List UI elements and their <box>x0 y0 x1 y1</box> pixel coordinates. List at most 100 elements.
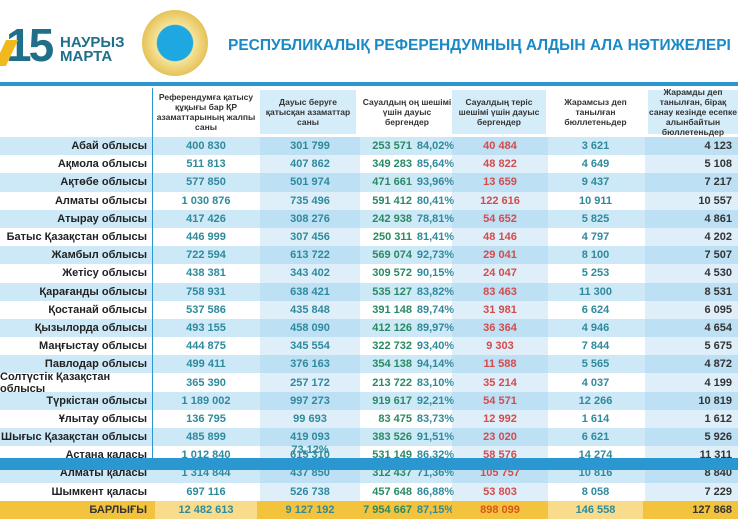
yes-count: 349 283 <box>372 158 412 171</box>
table-row: Түркістан облысы 1 189 002 997 273 919 617 9… <box>0 391 738 410</box>
voted-count: 301 799 <box>260 137 360 156</box>
voted-count: 526 738 <box>260 482 360 501</box>
invalid-count: 1 614 <box>581 412 610 425</box>
table-row: Шығыс Қазақстан облысы 485 899 419 093 383 … <box>0 428 738 447</box>
uncounted-count: 8 531 <box>645 282 738 301</box>
region-name: Абай облысы <box>71 140 147 153</box>
region-name: Маңғыстау облысы <box>39 340 147 353</box>
region-name: Ұлытау облысы <box>58 412 147 425</box>
no-count: 31 981 <box>452 300 548 319</box>
eligible-count: 485 899 <box>186 431 226 444</box>
no-count: 53 803 <box>452 482 548 501</box>
yes-count: 253 571 <box>372 140 412 153</box>
yes-count: 83 475 <box>378 412 412 425</box>
eligible-count: 438 381 <box>186 267 226 280</box>
yes-count: 7 954 667 <box>363 503 412 516</box>
eligible-count: 511 813 <box>186 158 226 171</box>
table-row: Қостанай облысы 537 586 435 848 391 148 89,7… <box>0 300 738 319</box>
page-title: РЕСПУБЛИКАЛЫҚ РЕФЕРЕНДУМНЫҢ АЛДЫН АЛА НӘ… <box>228 37 731 54</box>
table-row: Солтүстік Қазақстан облысы 365 390 257 172… <box>0 370 738 395</box>
yes-count: 309 572 <box>372 267 412 280</box>
page-header: 15 НАУРЫЗ МАРТА РЕСПУБЛИКАЛЫҚ РЕФЕРЕНДУМН… <box>0 0 738 82</box>
region-name: Ақтөбе облысы <box>60 176 147 189</box>
table-row: Маңғыстау облысы 444 875 345 554 322 732 93,… <box>0 337 738 356</box>
uncounted-count: 4 199 <box>645 373 738 392</box>
voted-count: 997 273 <box>260 391 360 410</box>
table-row: Жамбыл облысы 722 594 613 722 569 074 92,73%… <box>0 246 738 265</box>
region-name: Жетісу облысы <box>62 267 147 280</box>
yes-count: 250 311 <box>372 231 412 244</box>
voted-count: 501 974 <box>260 173 360 192</box>
voted-count: 343 402 <box>260 264 360 283</box>
region-name: Атырау облысы <box>57 212 147 225</box>
no-count: 122 616 <box>452 191 548 210</box>
invalid-count: 4 946 <box>581 321 610 334</box>
invalid-count: 4 037 <box>581 376 610 389</box>
no-count: 13 659 <box>452 173 548 192</box>
uncounted-count: 4 202 <box>645 227 738 247</box>
eligible-count: 136 795 <box>186 412 226 425</box>
eligible-count: 493 155 <box>186 321 226 334</box>
results-table: Абай облысы 400 830 301 799 253 571 84,02% 40… <box>0 137 738 519</box>
uncounted-count: 4 123 <box>645 137 738 156</box>
voted-count: 257 172 <box>260 373 360 392</box>
region-name: Қостанай облысы <box>48 303 147 316</box>
voted-count: 99 693 <box>260 409 360 428</box>
eligible-count: 537 586 <box>186 303 226 316</box>
invalid-count: 11 300 <box>578 285 613 298</box>
yes-percent: 85,64% <box>416 158 455 171</box>
eligible-count: 400 830 <box>186 140 226 153</box>
yes-count: 412 126 <box>372 321 412 334</box>
yes-count: 569 074 <box>372 249 412 262</box>
logo-date: НАУРЫЗ МАРТА <box>60 34 125 65</box>
table-row: Шымкент қаласы 697 116 526 738 457 648 86,88… <box>0 482 738 501</box>
table-row: Қарағанды облысы 758 931 638 421 535 127 83,… <box>0 282 738 301</box>
voted-count: 435 848 <box>260 300 360 319</box>
uncounted-count: 4 872 <box>645 355 738 374</box>
uncounted-count: 7 507 <box>645 246 738 265</box>
uncounted-count: 6 095 <box>645 300 738 319</box>
no-count: 9 303 <box>452 337 548 356</box>
eligible-count: 697 116 <box>186 485 226 498</box>
no-count: 40 484 <box>452 137 548 156</box>
total-row: БАРЛЫҒЫ 12 482 613 9 127 192 7 954 667 87,15… <box>0 500 738 519</box>
eligible-count: 444 875 <box>186 340 226 353</box>
table-row: Ақмола облысы 511 813 407 862 349 283 85,64%… <box>0 155 738 174</box>
table-row: Ақтөбе облысы 577 850 501 974 471 661 93,96%… <box>0 173 738 192</box>
col-header-no: Сауалдың теріс шешімі үшін дауыс бергенд… <box>452 90 546 134</box>
region-name: Ақмола облысы <box>57 158 147 171</box>
table-row: Ұлытау облысы 136 795 99 693 83 475 83,73% 12… <box>0 409 738 428</box>
footer-bar <box>0 458 738 470</box>
no-count: 54 652 <box>452 209 548 228</box>
yes-percent: 93,40% <box>416 340 455 353</box>
yes-count: 242 938 <box>372 212 412 225</box>
eligible-count: 499 411 <box>186 358 226 371</box>
voted-count: 638 421 <box>260 282 360 301</box>
yes-count: 471 661 <box>372 176 412 189</box>
uncounted-count: 10 819 <box>645 391 738 410</box>
no-count: 12 992 <box>452 409 548 428</box>
no-count: 23 020 <box>452 428 548 447</box>
invalid-count: 4 649 <box>581 158 610 171</box>
region-name: Жамбыл облысы <box>51 249 147 262</box>
no-count: 36 364 <box>452 318 548 338</box>
yes-percent: 92,73% <box>416 249 455 262</box>
invalid-count: 6 624 <box>581 303 610 316</box>
region-name: Қарағанды облысы <box>39 285 147 298</box>
eligible-count: 1 189 002 <box>181 394 231 407</box>
no-count: 11 588 <box>452 355 548 374</box>
region-name: Солтүстік Қазақстан облысы <box>0 370 111 395</box>
table-row: Абай облысы 400 830 301 799 253 571 84,02% 40… <box>0 137 738 156</box>
yes-count: 213 722 <box>372 376 412 389</box>
col-header-invalid: Жарамсыз деп танылған бюллетеньдер <box>564 97 627 127</box>
voted-count: 458 090 <box>260 318 360 338</box>
eligible-count: 446 999 <box>186 231 226 244</box>
yes-percent: 91,51% <box>416 431 455 444</box>
no-count: 48 822 <box>452 155 548 174</box>
yes-percent: 83,73% <box>416 412 455 425</box>
eligible-count: 577 850 <box>186 176 226 189</box>
yes-percent: 81,41% <box>416 231 455 244</box>
voted-count: 407 862 <box>260 155 360 174</box>
uncounted-count: 5 675 <box>645 337 738 356</box>
invalid-count: 5 565 <box>581 358 610 371</box>
